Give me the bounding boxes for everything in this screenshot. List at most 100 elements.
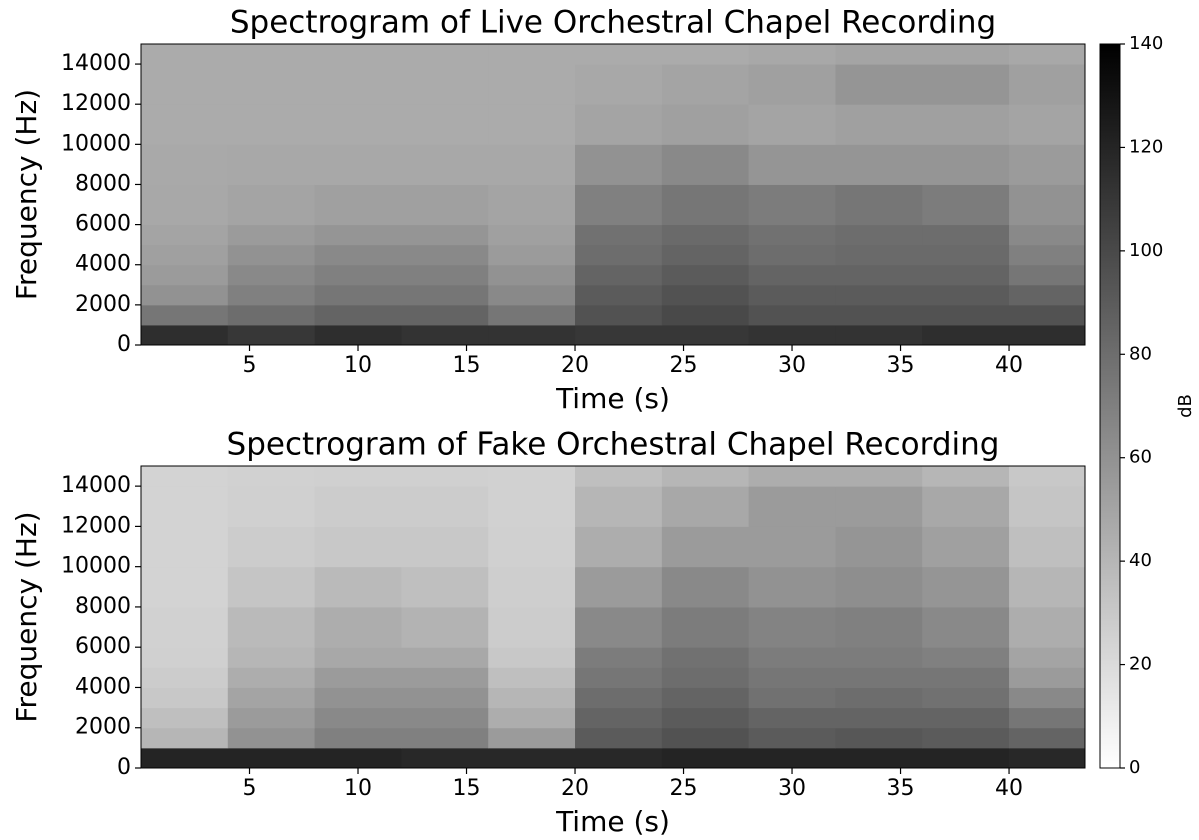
cell: [835, 44, 923, 65]
cell: [575, 104, 663, 145]
cell: [488, 727, 576, 749]
cell: [141, 466, 229, 487]
x-tick-label: 15: [453, 353, 481, 378]
cell: [661, 64, 750, 105]
cell: [748, 244, 836, 266]
cell: [141, 324, 229, 346]
cell: [922, 104, 1010, 145]
y-tick-label: 12000: [61, 513, 131, 538]
cell: [401, 284, 489, 306]
cell: [922, 466, 1010, 487]
cell: [488, 486, 576, 527]
cell: [1009, 64, 1086, 105]
colorbar-tick-label: 120: [1129, 136, 1163, 157]
cell: [1009, 104, 1086, 145]
cell: [227, 324, 316, 346]
cell: [488, 184, 576, 226]
cell: [488, 104, 576, 145]
cell: [575, 707, 663, 729]
cell: [575, 687, 663, 709]
cell: [575, 727, 663, 749]
cell: [922, 324, 1010, 346]
cell: [227, 486, 316, 527]
cell: [401, 747, 489, 769]
cell: [314, 566, 402, 608]
cell: [401, 324, 489, 346]
cell: [401, 144, 489, 185]
cell: [141, 44, 229, 65]
plot-frame: [140, 43, 1086, 346]
cell: [401, 304, 489, 326]
cell: [141, 244, 229, 266]
cell: [314, 606, 402, 648]
cell: [1009, 466, 1086, 487]
cell: [835, 687, 923, 709]
cell: [1009, 264, 1086, 286]
cell: [1009, 284, 1086, 306]
cell: [835, 224, 923, 246]
cell: [575, 747, 663, 769]
cell: [141, 526, 229, 568]
y-tick-label: 0: [117, 332, 131, 357]
cell: [575, 44, 663, 65]
cell: [488, 606, 576, 648]
cell: [1009, 244, 1086, 266]
cell: [141, 64, 229, 105]
cell: [401, 707, 489, 729]
cell: [835, 244, 923, 266]
cell: [1009, 707, 1086, 729]
cell: [227, 526, 316, 568]
x-tick-label: 40: [995, 776, 1023, 801]
cell: [314, 144, 402, 185]
cell: [488, 64, 576, 105]
cell: [1009, 44, 1086, 65]
cell: [401, 486, 489, 527]
cell: [748, 566, 836, 608]
colorbar-tick-label: 140: [1129, 33, 1163, 54]
cell: [575, 244, 663, 266]
cell: [314, 264, 402, 286]
y-tick-label: 12000: [61, 91, 131, 116]
cell: [141, 304, 229, 326]
x-tick-label: 5: [243, 353, 257, 378]
cell: [835, 727, 923, 749]
cell: [835, 184, 923, 226]
cell: [488, 687, 576, 709]
cell: [748, 224, 836, 246]
cell: [922, 747, 1010, 769]
cell: [661, 707, 750, 729]
y-tick-label: 10000: [61, 131, 131, 156]
cell: [748, 466, 836, 487]
y-tick-label: 2000: [75, 715, 131, 740]
cell: [1009, 224, 1086, 246]
x-tick-label: 30: [778, 353, 806, 378]
cell: [488, 707, 576, 729]
cell: [1009, 486, 1086, 527]
cell: [922, 566, 1010, 608]
cell: [748, 747, 836, 769]
cell: [575, 304, 663, 326]
cell: [922, 667, 1010, 688]
cell: [488, 284, 576, 306]
cell: [748, 144, 836, 185]
cell: [227, 284, 316, 306]
cell: [575, 284, 663, 306]
cell: [661, 224, 750, 246]
cell: [141, 144, 229, 185]
cell: [488, 244, 576, 266]
cell: [227, 44, 316, 65]
cell: [141, 727, 229, 749]
cell: [1009, 747, 1086, 769]
cell: [141, 707, 229, 729]
y-axis-label: Frequency (Hz): [10, 89, 43, 300]
cell: [922, 144, 1010, 185]
y-tick-label: 2000: [75, 292, 131, 317]
cell: [575, 184, 663, 226]
cell: [227, 606, 316, 648]
cell: [748, 264, 836, 286]
cell: [835, 264, 923, 286]
x-tick-label: 15: [453, 776, 481, 801]
x-tick-label: 35: [887, 776, 915, 801]
cell: [141, 606, 229, 648]
